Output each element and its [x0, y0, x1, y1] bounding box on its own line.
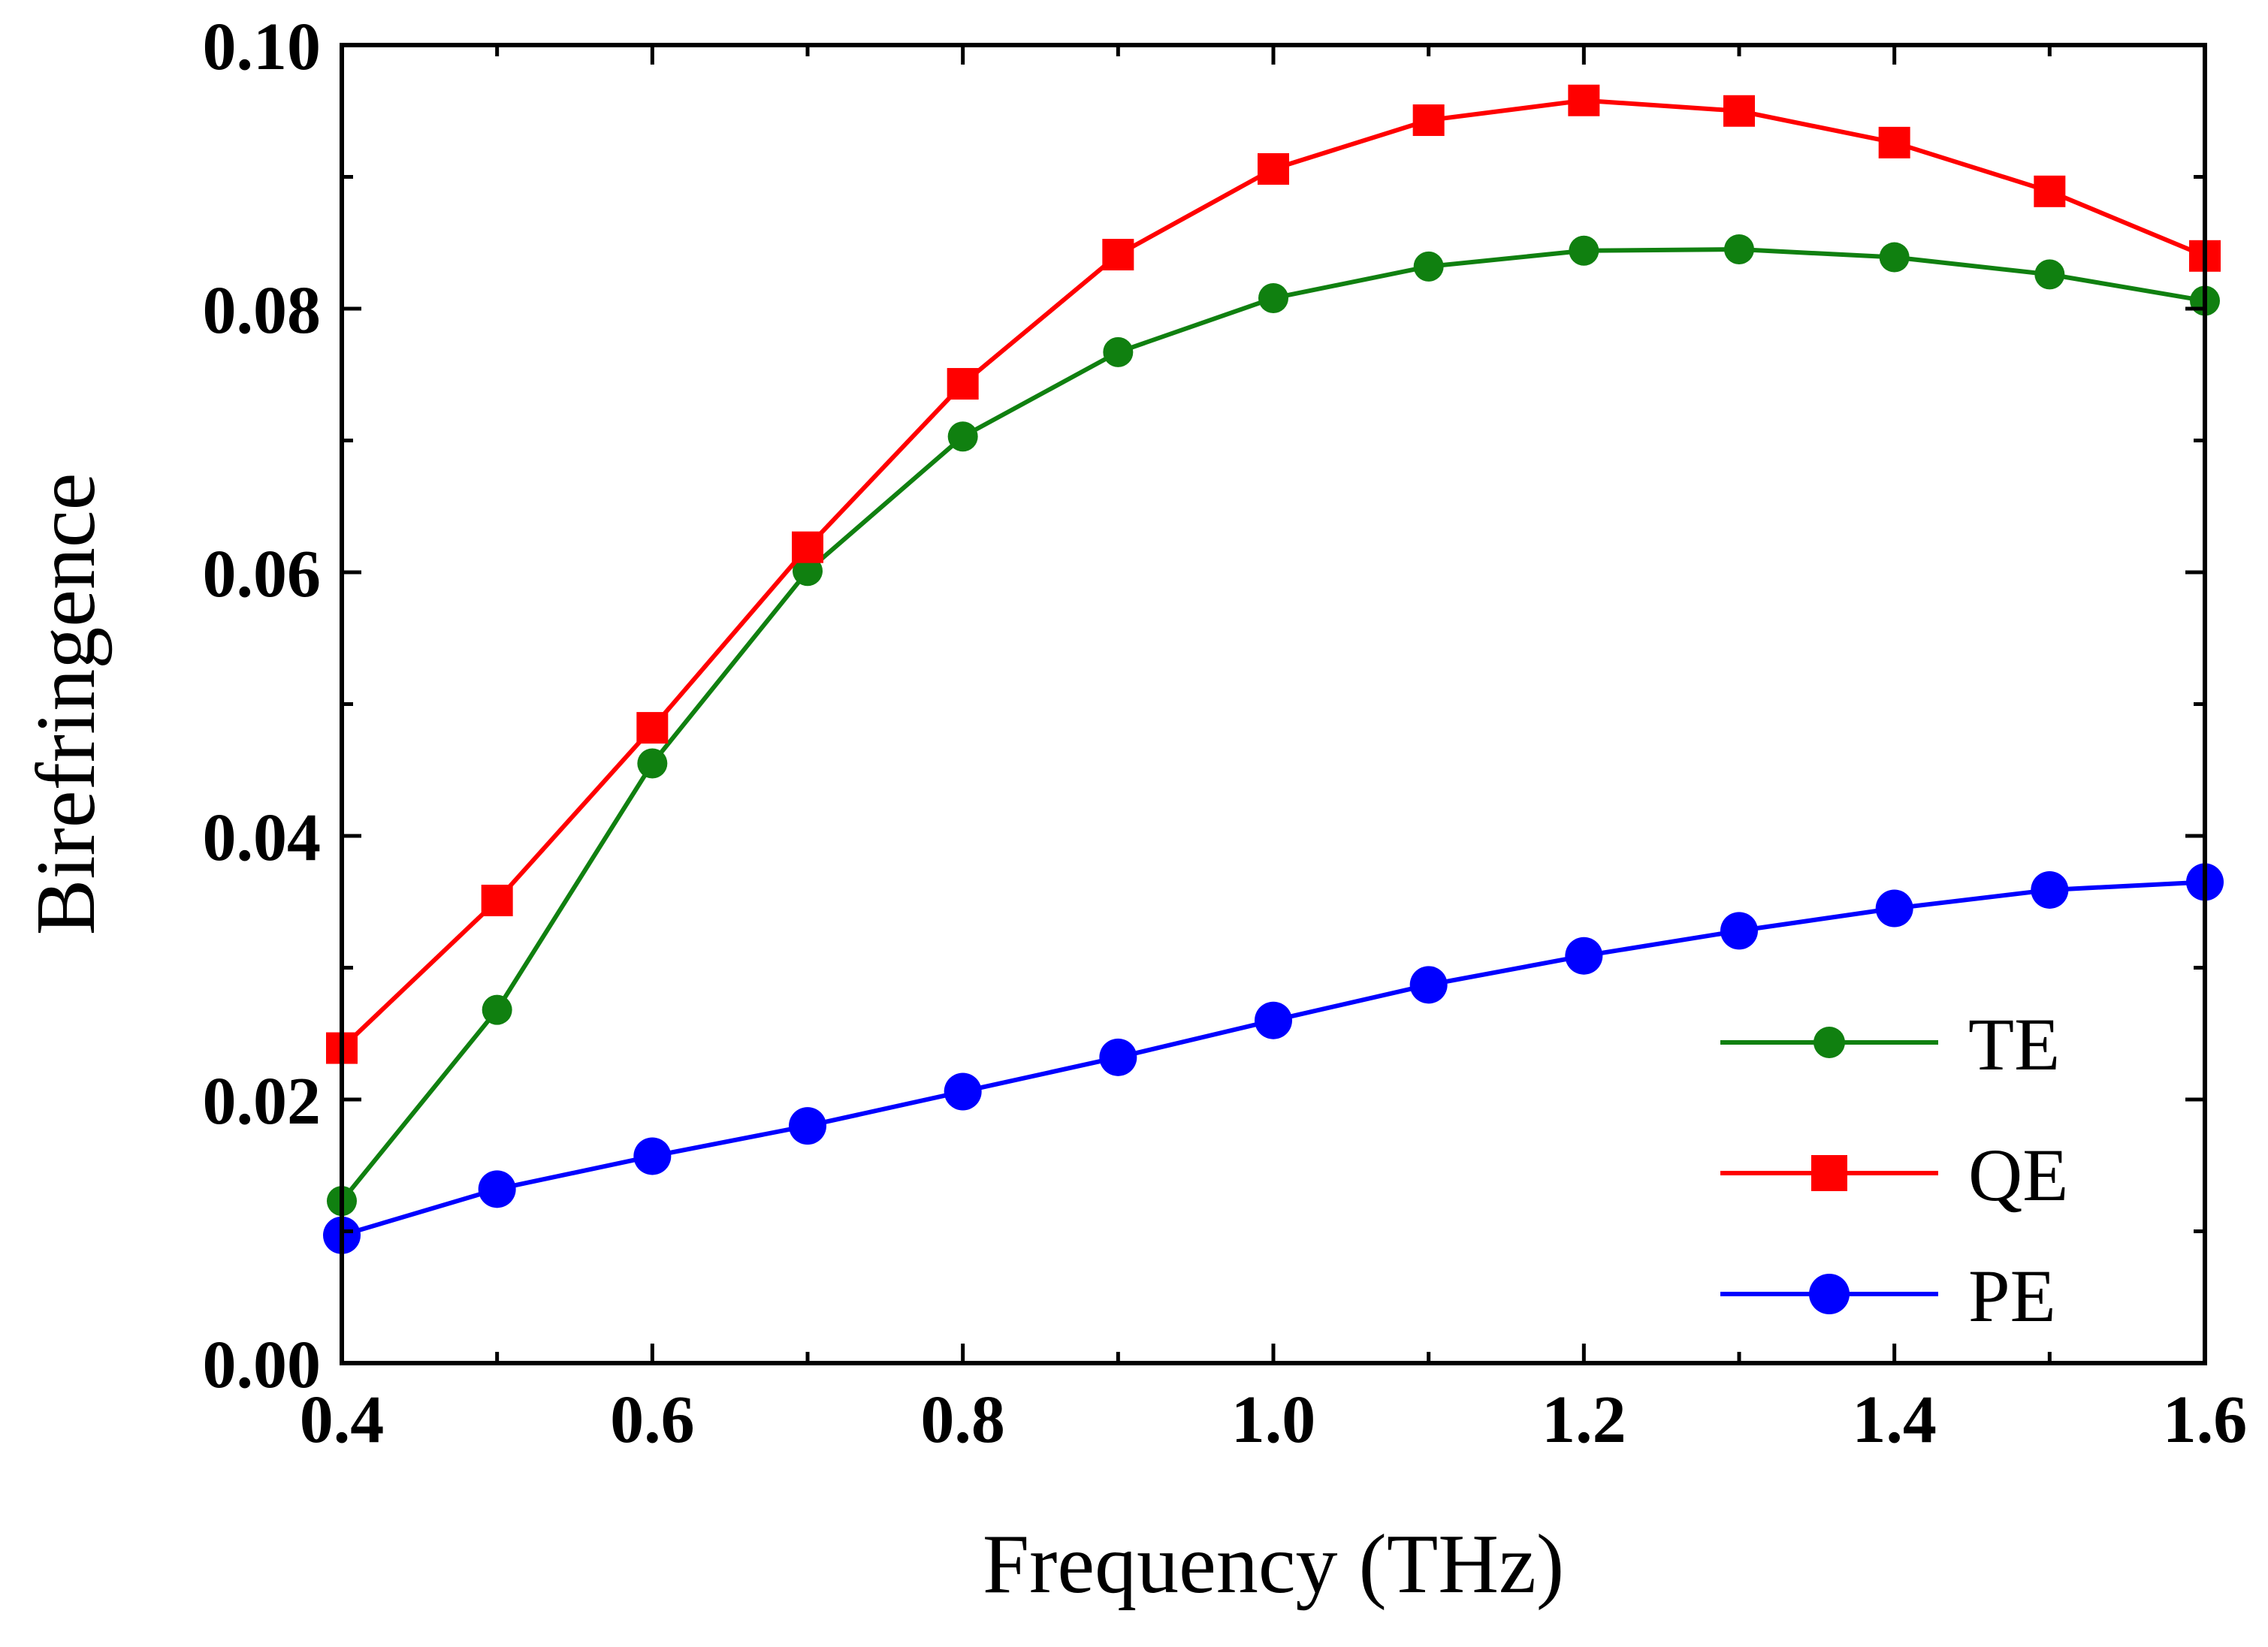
y-tick-label: 0.00	[203, 1328, 322, 1402]
x-tick-label: 0.8	[920, 1383, 1005, 1457]
data-point-pe	[789, 1107, 826, 1145]
data-point-pe	[1875, 889, 1913, 928]
plot-frame	[340, 43, 2207, 1365]
data-point-qe	[1723, 95, 1755, 127]
data-point-pe	[1720, 912, 1758, 950]
data-point-qe	[792, 531, 823, 563]
y-tick-label: 0.10	[203, 10, 322, 84]
data-point-qe	[636, 712, 669, 744]
data-point-pe	[633, 1137, 672, 1175]
y-tick-label: 0.02	[203, 1064, 322, 1139]
data-point-te	[482, 994, 512, 1025]
data-point-te	[793, 556, 823, 587]
data-point-te	[947, 421, 978, 452]
data-point-te	[2034, 259, 2065, 290]
legend: TE QE PE	[1720, 1003, 2068, 1338]
x-tick-label: 1.0	[1231, 1383, 1316, 1457]
data-point-te	[1569, 235, 1599, 266]
data-point-qe	[1878, 126, 1910, 158]
axis-ticks	[340, 43, 2207, 1365]
data-point-te	[1724, 234, 1754, 265]
data-point-te	[1413, 251, 1444, 282]
series-pe	[323, 863, 2224, 1254]
y-tick-label: 0.04	[203, 801, 322, 875]
x-axis-label: Frequency (THz)	[983, 1518, 1564, 1611]
legend-marker-pe	[1809, 1274, 1850, 1314]
y-tick-label: 0.08	[203, 273, 322, 348]
x-tick-label: 1.2	[1542, 1383, 1626, 1457]
data-point-qe	[947, 368, 979, 400]
x-tick-label: 1.6	[2163, 1383, 2248, 1457]
data-point-qe	[1102, 239, 1134, 271]
series-qe	[326, 84, 2221, 1064]
legend-item-te: TE	[1720, 1003, 2060, 1086]
data-point-te	[1879, 242, 1910, 273]
legend-marker-te	[1813, 1027, 1845, 1058]
series-te	[327, 234, 2220, 1217]
data-point-pe	[1255, 1001, 1292, 1039]
series-line-te	[340, 247, 2206, 1203]
data-point-pe	[1099, 1038, 1137, 1076]
legend-item-pe: PE	[1720, 1254, 2056, 1338]
legend-label-pe: PE	[1968, 1254, 2056, 1338]
data-point-qe	[481, 884, 513, 916]
legend-label-qe: QE	[1968, 1133, 2068, 1217]
data-point-te	[1103, 336, 1134, 367]
x-tick-label: 1.4	[1852, 1383, 1937, 1457]
x-tick-label: 0.4	[300, 1383, 385, 1457]
series-line-pe	[341, 879, 2206, 1238]
legend-marker-qe	[1811, 1155, 1847, 1191]
x-tick-label: 0.6	[610, 1383, 695, 1457]
plot-series	[323, 84, 2224, 1254]
data-point-qe	[1258, 152, 1289, 185]
data-point-qe	[1412, 104, 1445, 137]
data-point-te	[1258, 282, 1288, 313]
data-point-pe	[2031, 870, 2069, 909]
data-point-pe	[478, 1170, 516, 1208]
data-point-te	[637, 748, 668, 779]
y-tick-label: 0.06	[203, 537, 322, 611]
data-point-pe	[1409, 966, 1448, 1004]
legend-item-qe: QE	[1720, 1133, 2068, 1217]
y-axis-label: Birefringence	[20, 473, 113, 936]
legend-label-te: TE	[1968, 1003, 2060, 1086]
data-point-pe	[1565, 937, 1603, 975]
data-point-pe	[944, 1072, 982, 1111]
data-point-qe	[2034, 175, 2066, 207]
data-point-qe	[1568, 84, 1600, 116]
tick-labels: 0.4 0.6 0.8 1.0 1.2 1.4 1.6 0.00 0.02 0.04 0.06 0.0…	[203, 10, 2248, 1457]
